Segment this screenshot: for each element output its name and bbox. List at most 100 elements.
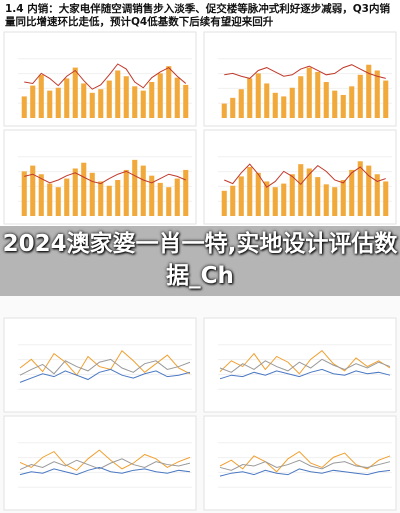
bar: [174, 77, 180, 118]
section-title: 1.4 内销：大家电伴随空调销售步入淡季、促交楼等脉冲式利好逐步减弱，Q3内销量…: [5, 3, 390, 28]
bar: [281, 183, 287, 216]
panel: [203, 317, 397, 413]
line: [19, 458, 191, 471]
bar: [264, 181, 270, 216]
bar: [272, 187, 278, 216]
bar: [281, 96, 287, 118]
bar: [238, 89, 244, 118]
bar: [332, 90, 338, 118]
bar: [255, 172, 261, 216]
bar: [89, 172, 95, 216]
bar: [115, 70, 121, 118]
panel: [3, 415, 197, 511]
bar: [132, 86, 138, 118]
line: [219, 368, 391, 380]
bar: [315, 177, 321, 216]
bar: [21, 96, 27, 118]
bar: [149, 175, 155, 216]
bar: [349, 86, 355, 118]
bar: [323, 82, 329, 118]
line: [19, 358, 191, 376]
bar: [55, 187, 61, 216]
bar: [383, 181, 389, 216]
bar: [289, 87, 295, 118]
bar: [166, 187, 172, 216]
bar: [174, 178, 180, 216]
bar: [166, 66, 172, 118]
bar: [81, 162, 87, 216]
bar: [30, 165, 36, 216]
line: [19, 368, 191, 383]
bar: [238, 176, 244, 216]
overlay-title: 2024澳家婆一肖一特,实地设计评估数据_Ch: [2, 231, 398, 289]
bar: [106, 80, 112, 118]
bar: [64, 178, 70, 216]
bar: [357, 161, 363, 216]
bar: [383, 80, 389, 118]
bar: [221, 103, 227, 118]
bar: [374, 70, 380, 118]
bar: [340, 180, 346, 216]
bar: [183, 84, 189, 118]
bar: [340, 94, 346, 118]
line: [24, 170, 186, 185]
panel: [203, 415, 397, 511]
line: [219, 358, 391, 373]
bar: [55, 87, 61, 118]
bar: [221, 190, 227, 216]
bar: [140, 165, 146, 216]
bar: [132, 159, 138, 216]
bar: [47, 90, 53, 118]
bar: [98, 181, 104, 216]
bar: [123, 76, 129, 118]
bar: [47, 183, 53, 216]
bar: [89, 92, 95, 118]
bar: [157, 73, 163, 118]
line: [219, 350, 391, 375]
line: [219, 468, 391, 477]
bar: [366, 165, 372, 216]
line: [224, 64, 386, 79]
bar: [123, 169, 129, 216]
bar: [298, 164, 304, 216]
bar: [81, 83, 87, 118]
line: [24, 63, 187, 90]
bar: [106, 185, 112, 216]
line: [224, 163, 386, 188]
bar: [21, 171, 27, 216]
bar: [323, 184, 329, 216]
bar: [98, 89, 104, 118]
bar: [332, 187, 338, 216]
bar: [349, 169, 355, 216]
bar: [357, 74, 363, 118]
line: [19, 466, 191, 476]
bar: [247, 78, 253, 118]
bar: [298, 76, 304, 118]
bar: [157, 182, 163, 216]
bar: [38, 74, 44, 118]
bar: [247, 167, 253, 216]
bar: [230, 185, 236, 216]
bar: [374, 174, 380, 216]
line: [219, 459, 391, 471]
bar: [149, 82, 155, 118]
bar: [315, 71, 321, 118]
bar: [306, 168, 312, 216]
bar: [64, 78, 70, 118]
bar: [38, 174, 44, 216]
line: [19, 349, 191, 377]
bar: [72, 67, 78, 118]
panel: [3, 317, 197, 413]
bar: [230, 97, 236, 118]
bar: [72, 168, 78, 216]
bar: [272, 92, 278, 118]
bar: [140, 90, 146, 118]
bar: [183, 169, 189, 216]
overlay-band: 2024澳家婆一肖一特,实地设计评估数据_Ch: [0, 226, 400, 296]
bar: [366, 64, 372, 118]
bar: [306, 67, 312, 118]
bar: [255, 73, 261, 118]
bar: [30, 85, 36, 118]
